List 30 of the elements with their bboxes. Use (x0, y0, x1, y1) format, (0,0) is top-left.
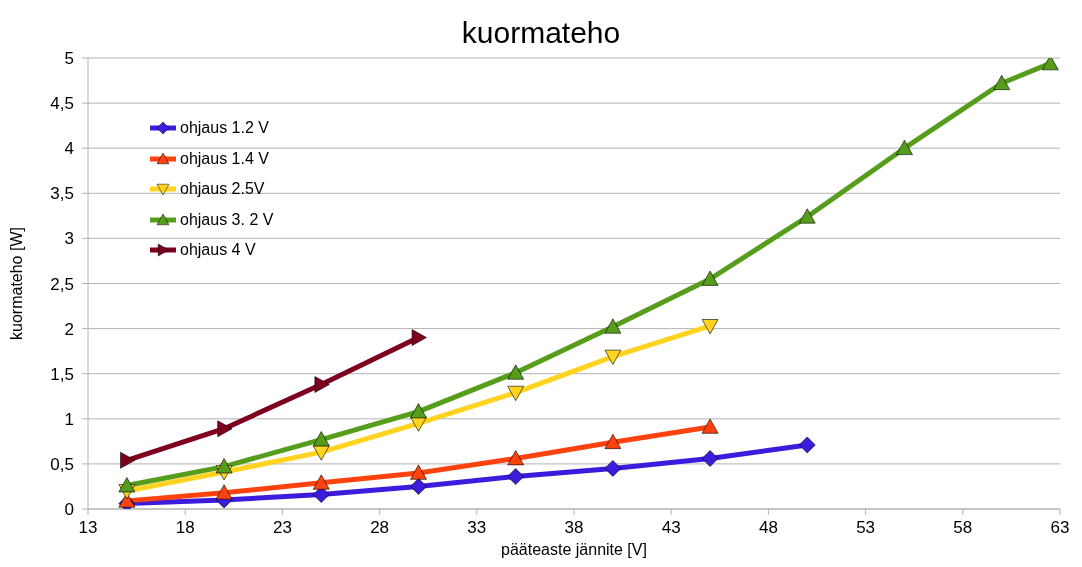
y-tick-label: 0,5 (50, 454, 74, 474)
x-tick-label: 43 (661, 518, 681, 538)
x-tick-label: 23 (272, 518, 292, 538)
x-tick-label: 18 (175, 518, 195, 538)
x-tick-label: 33 (467, 518, 487, 538)
legend-label: ohjaus 3. 2 V (180, 210, 274, 229)
legend-label: ohjaus 2.5V (180, 180, 265, 199)
chart-title: kuormateho (460, 16, 622, 50)
y-tick-label: 3,5 (50, 184, 74, 204)
x-tick-label: 63 (1050, 518, 1070, 538)
y-tick-label: 2,5 (50, 274, 74, 294)
x-tick-label: 13 (78, 518, 98, 538)
x-tick-label: 53 (856, 518, 876, 538)
y-tick-label: 3 (64, 229, 74, 249)
x-tick-label: 58 (953, 518, 973, 538)
legend-label: ohjaus 1.4 V (180, 149, 269, 168)
y-tick-label: 2 (64, 319, 74, 339)
y-axis-title: kuormateho [W] (7, 227, 25, 340)
y-tick-label: 1 (64, 409, 74, 429)
x-tick-label: 48 (758, 518, 778, 538)
legend-label: ohjaus 4 V (180, 241, 256, 260)
legend-label: ohjaus 1.2 V (180, 119, 269, 138)
y-tick-label: 1,5 (50, 364, 74, 384)
y-tick-label: 4 (64, 139, 74, 159)
y-tick-label: 0 (64, 500, 74, 520)
y-tick-label: 5 (64, 49, 74, 69)
x-tick-label: 28 (370, 518, 390, 538)
x-axis-title: pääteaste jännite [V] (501, 541, 647, 558)
y-tick-label: 4,5 (50, 94, 74, 114)
x-tick-label: 38 (564, 518, 584, 538)
